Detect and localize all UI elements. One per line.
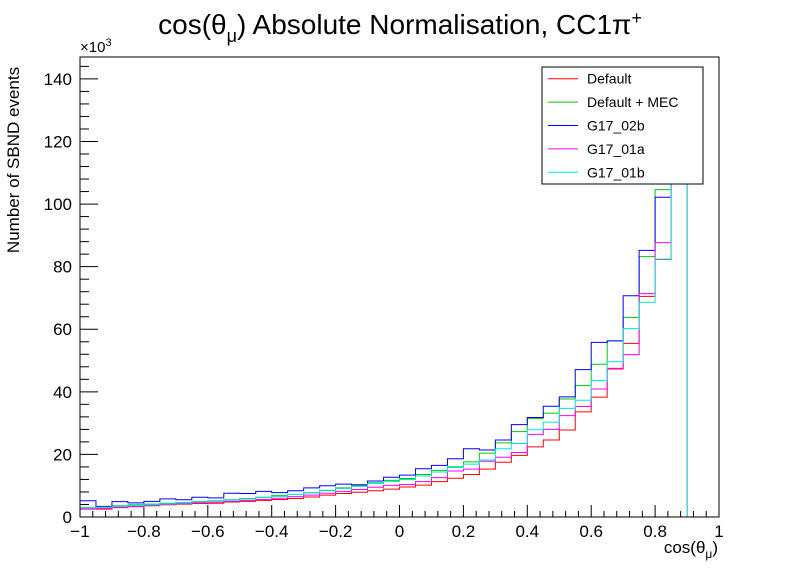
series-line-g17-02b [79, 128, 688, 517]
legend-label: G17_01a [587, 141, 645, 157]
x-tick-label: 0.8 [643, 522, 667, 541]
x-axis-title-sub: μ [705, 547, 712, 561]
x-tick-label: −0.6 [191, 522, 225, 541]
y-tick-label: 60 [53, 320, 72, 339]
y-tick-label: 120 [44, 132, 72, 151]
legend-label: G17_02b [587, 118, 645, 134]
x-tick-label: 0.4 [515, 522, 539, 541]
chart-title-sup: + [631, 8, 642, 28]
y-tick-label: 140 [44, 70, 72, 89]
axis-ticks: −1 −0.8 −0.6 −0.4 −0.2 0 0.2 0.4 0.6 0.8 1 0 20 40 60 8… [44, 65, 724, 541]
chart-title-rest: ) Absolute Normalisation, CC1π [237, 9, 631, 40]
x-tick-label: 0.2 [452, 522, 476, 541]
legend: Default Default + MEC G17_02b G17_01a G17_01… [541, 66, 704, 185]
x-tick-label: −0.2 [319, 522, 353, 541]
y-tick-label: 40 [53, 383, 72, 402]
legend-label: Default [587, 71, 631, 87]
y-multiplier-main: ×10 [80, 39, 105, 56]
series-line-g17-01a [79, 128, 688, 517]
x-tick-label: 0 [395, 522, 404, 541]
x-axis-title-rest: ) [712, 538, 718, 557]
chart-title-sub: μ [227, 26, 237, 46]
y-tick-label: 100 [44, 195, 72, 214]
y-tick-label: 0 [63, 508, 72, 527]
series-line-g17-01b [79, 149, 688, 517]
y-multiplier: ×103 [80, 37, 112, 56]
series-line-default [79, 150, 688, 517]
y-tick-label: 20 [53, 445, 72, 464]
x-tick-label: −0.8 [127, 522, 161, 541]
legend-label: G17_01b [587, 164, 645, 180]
x-axis-title-main: cos(θ [664, 538, 706, 557]
series-group [79, 96, 688, 517]
x-axis-title: cos(θμ) [664, 538, 718, 561]
plot-frame [79, 56, 720, 518]
x-tick-label: 1 [714, 522, 723, 541]
x-tick-label: −0.4 [255, 522, 289, 541]
legend-label: Default + MEC [587, 94, 678, 110]
chart-title: cos(θμ) Absolute Normalisation, CC1π+ [158, 8, 642, 46]
y-tick-label: 80 [53, 258, 72, 277]
x-tick-label: 0.6 [579, 522, 603, 541]
x-tick-label: −1 [70, 522, 89, 541]
y-multiplier-exp: 3 [105, 37, 111, 49]
y-axis-title: Number of SBND events [4, 67, 23, 253]
chart-title-main: cos(θ [158, 9, 226, 40]
